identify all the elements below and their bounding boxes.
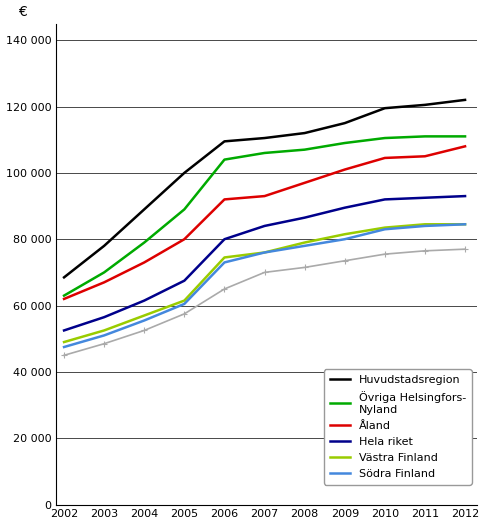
Legend: Huvudstadsregion, Övriga Helsingfors-
Nyland, Åland, Hela riket, Västra Finland,: Huvudstadsregion, Övriga Helsingfors- Ny… <box>324 370 471 485</box>
Text: €: € <box>18 5 27 19</box>
